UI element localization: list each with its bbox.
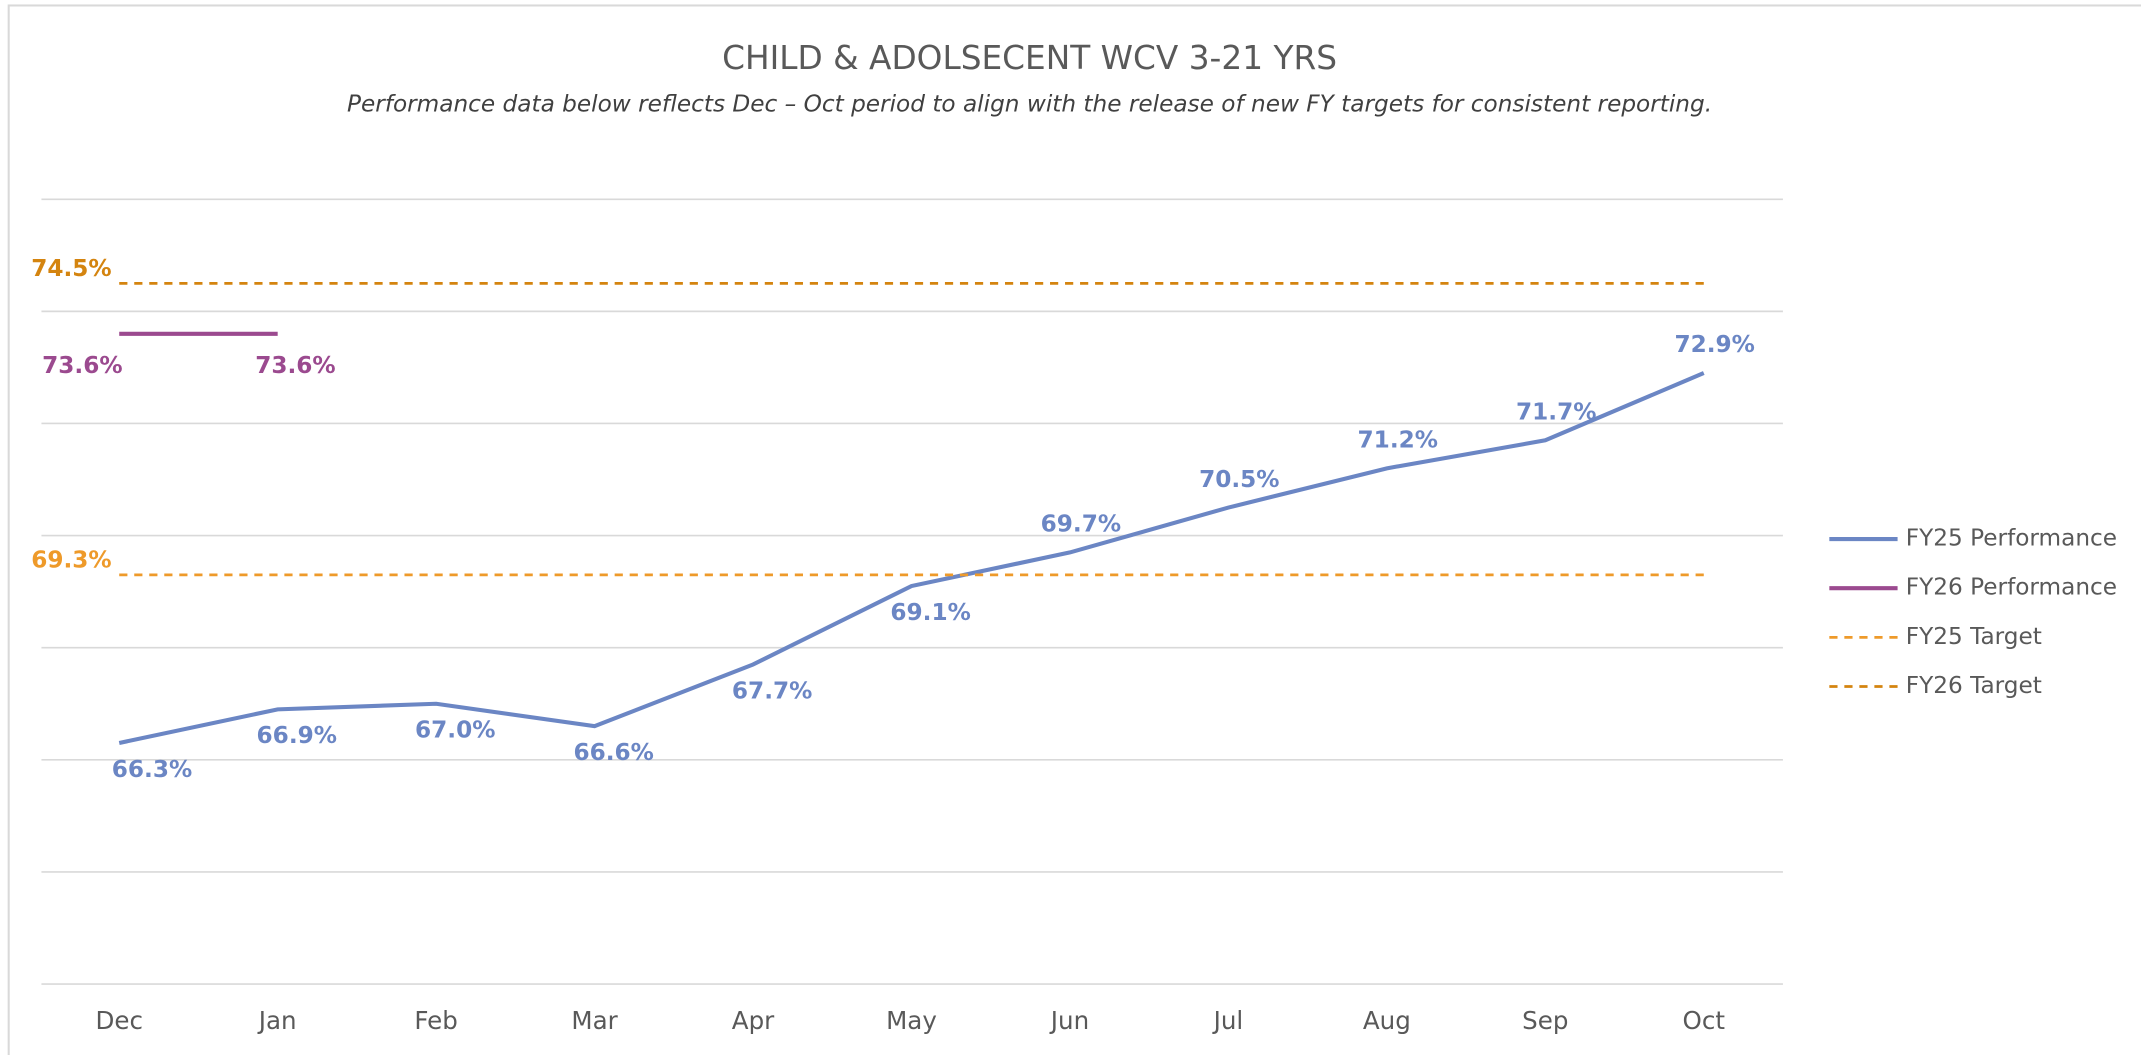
performance-line	[118, 371, 1705, 745]
x-tick-label: Oct	[1683, 1006, 1726, 1035]
legend-label: FY25 Performance	[1906, 525, 2117, 552]
data-label: 72.9%	[1674, 331, 1754, 358]
x-tick-label: Jul	[1212, 1006, 1244, 1035]
x-tick-label: Feb	[414, 1006, 457, 1035]
data-label: 70.5%	[1199, 466, 1279, 493]
x-tick-label: May	[886, 1006, 937, 1035]
x-tick-label: Apr	[732, 1006, 775, 1035]
chart-subtitle: Performance data below reflects Dec – Oc…	[347, 91, 1712, 118]
x-tick-label: Mar	[571, 1006, 618, 1035]
data-label: 74.5%	[31, 255, 111, 282]
data-label: 71.2%	[1358, 427, 1438, 454]
data-label: 71.7%	[1516, 399, 1596, 426]
chart-title: CHILD & ADOLSECENT WCV 3-21 YRS	[722, 39, 1337, 77]
x-tick-label: Aug	[1363, 1006, 1411, 1035]
data-label: 69.7%	[1041, 511, 1121, 538]
data-label: 69.3%	[31, 547, 111, 574]
chart-frame	[7, 4, 2141, 1055]
x-tick-label: Dec	[95, 1006, 142, 1035]
x-tick-label: Jan	[257, 1006, 297, 1035]
data-label: 66.9%	[257, 722, 337, 749]
legend-label: FY26 Target	[1906, 672, 2042, 699]
data-label: 67.0%	[415, 717, 495, 744]
data-label: 69.1%	[890, 599, 970, 626]
legend-label: FY25 Target	[1906, 623, 2042, 650]
data-label: 67.7%	[732, 677, 812, 704]
legend-label: FY26 Performance	[1906, 574, 2117, 601]
x-tick-label: Sep	[1522, 1006, 1568, 1035]
data-label: 66.3%	[112, 756, 192, 783]
data-label: 66.6%	[573, 739, 653, 766]
data-label: 73.6%	[42, 352, 122, 379]
data-label: 73.6%	[255, 352, 335, 379]
x-tick-label: Jun	[1049, 1006, 1089, 1035]
